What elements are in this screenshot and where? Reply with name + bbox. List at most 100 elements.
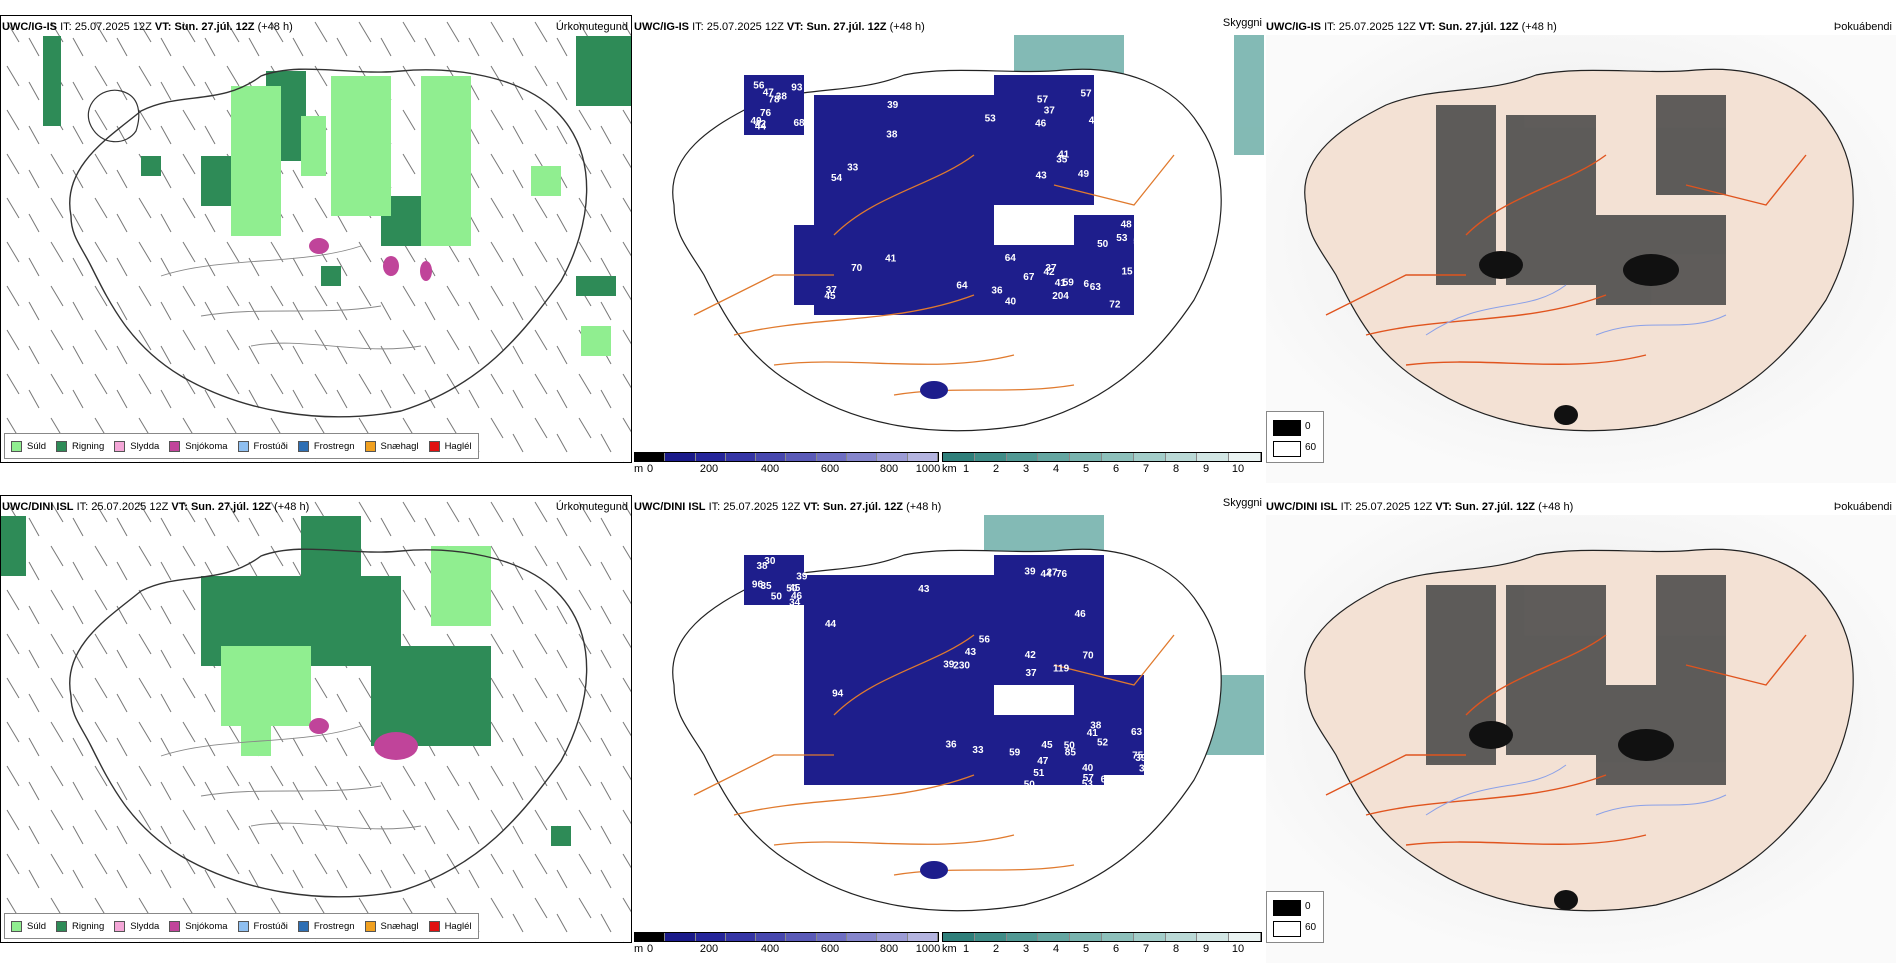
legend-item-rigning: Rigning (56, 920, 104, 932)
station-value-label: 46 (791, 591, 803, 602)
station-value-label: 67 (1023, 272, 1035, 283)
panel-title-fog: Þokuábendi (1833, 21, 1892, 33)
legend-label: Frostúði (253, 440, 288, 452)
tick-label: 4 (1052, 943, 1060, 955)
station-value-label: 64 (1005, 253, 1017, 264)
station-value-label: 57 (1037, 94, 1049, 105)
panel-header: UWC/IG-IS IT: 25.07.2025 12Z VT: Sun. 27… (2, 21, 293, 33)
station-value-label: 53 (1133, 237, 1145, 248)
it-label: IT: (76, 501, 89, 513)
colorbar-segment (1165, 933, 1198, 941)
colorbar-segment (1006, 453, 1039, 461)
precip-map-svg (1, 16, 631, 462)
station-value-label: 37 (1045, 263, 1057, 274)
init-time: 25.07.2025 12Z (74, 21, 152, 33)
legend-swatch (56, 440, 68, 452)
tick-label: 0 (646, 943, 654, 955)
station-value-label: 75 (1132, 751, 1144, 762)
legend-swatch (114, 920, 126, 932)
legend-label: Slydda (130, 440, 160, 452)
legend-swatch (428, 920, 440, 932)
colorbar-segment (877, 933, 908, 941)
station-value-label: 230 (953, 661, 970, 672)
station-value-label: 50 (786, 584, 798, 595)
station-value-label: 70 (851, 263, 863, 274)
colorbar-ceiling-ticks: m 0 200 400 600 800 1000 (634, 942, 941, 955)
colorbar-ceiling-ticks: m 0 200 400 600 800 1000 (634, 462, 940, 475)
fog-panel: UWC/DINI ISL IT: 25.07.2025 12Z VT: Sun.… (1264, 495, 1900, 965)
panel-header: UWC/IG-IS IT: 25.07.2025 12Z VT: Sun. 27… (634, 21, 925, 33)
legend-item-rigning: Rigning (56, 440, 104, 452)
fog-map (1266, 35, 1896, 483)
station-value-label: 56 (979, 635, 991, 646)
panel-header: UWC/IG-IS IT: 25.07.2025 12Z VT: Sun. 27… (1266, 21, 1557, 33)
vt-label: VT: (171, 501, 188, 513)
panel-header: UWC/DINI ISL IT: 25.07.2025 12Z VT: Sun.… (2, 501, 309, 513)
legend-label: Haglél (444, 440, 472, 452)
init-time: 25.07.2025 12Z (91, 501, 169, 513)
legend-swatch (11, 440, 22, 452)
tick-label: 2 (992, 943, 1000, 955)
legend-item-haglel: Haglél (428, 440, 472, 452)
tick-label: 7 (1142, 463, 1150, 475)
station-value-label: 62 (1101, 774, 1113, 785)
visibility-map: 68 54 57 67 53 42 38 37 36 50 40 70 57 37 15 56 39 43 41 53… (634, 35, 1264, 447)
station-value-label: 47 (1037, 756, 1049, 767)
station-value-label: 63 (1136, 240, 1148, 251)
it-label: IT: (60, 21, 72, 33)
precip-map-svg (1, 496, 631, 942)
legend-label: Súld (27, 920, 47, 932)
legend-item-snaehagl: Snæhagl (364, 440, 419, 452)
vt-label: VT: (154, 21, 172, 33)
colorbar-visibility-ticks: km 1 2 3 4 5 6 7 8 9 10 (942, 462, 1262, 475)
station-value-label: 78 (768, 94, 780, 105)
tick-label: 8 (1172, 463, 1180, 475)
station-value-label: 42 (1025, 650, 1037, 661)
legend-item-slydda: Slydda (114, 440, 160, 452)
legend-swatch (364, 440, 376, 452)
station-value-label: 50 (1097, 239, 1109, 250)
precip-legend: Súld Rigning Slydda Snjókoma Frostúði Fr… (4, 433, 479, 459)
precip-type-panel: UWC/DINI ISL IT: 25.07.2025 12Z VT: Sun.… (0, 495, 632, 965)
tick-label: 8 (1172, 943, 1180, 955)
station-value-label: 93 (791, 83, 803, 94)
legend-label: Snæhagl (380, 920, 419, 932)
tick-label: 800 (879, 943, 899, 955)
colorbar-segment (1133, 453, 1166, 461)
station-value-label: 33 (847, 162, 859, 173)
legend-item-frostregn: Frostregn (297, 920, 355, 932)
tick-label: 9 (1202, 463, 1210, 475)
colorbar-segment (1006, 933, 1039, 941)
legend-label: Frostregn (313, 440, 355, 452)
station-value-label: 37 (826, 285, 838, 296)
station-value-label: 70 (1083, 651, 1095, 662)
station-value-label: 64 (956, 280, 968, 291)
tick-label: 4 (1052, 463, 1060, 475)
colorbar-segment (847, 453, 878, 461)
colorbar-segment (695, 453, 726, 461)
precip-type-panel: UWC/IG-IS IT: 25.07.2025 12Z VT: Sun. 27… (0, 15, 632, 485)
legend-item-snjokoma: Snjókoma (169, 920, 228, 932)
station-value-label: 36 (991, 285, 1003, 296)
station-value-label: 94 (832, 689, 844, 700)
vt-label: VT: (1435, 501, 1452, 513)
colorbar-segment (974, 933, 1007, 941)
station-value-label: 53 (985, 113, 997, 124)
valid-time: Sun. 27.júl. 12Z (822, 501, 904, 513)
legend-swatch (297, 920, 309, 932)
station-value-label: 33 (972, 745, 984, 756)
tick-label: 0 (646, 463, 654, 475)
station-value-label: 44 (825, 619, 837, 630)
station-value-label: 85 (1065, 747, 1077, 758)
legend-item-sudd: Súld (11, 920, 47, 932)
tick-label: 1000 (915, 943, 941, 955)
panel-header: UWC/DINI ISL IT: 25.07.2025 12Z VT: Sun.… (634, 501, 941, 513)
station-value-label: 40 (751, 116, 763, 127)
station-value-label: 50 (1064, 741, 1076, 752)
panel-header: UWC/DINI ISL IT: 25.07.2025 12Z VT: Sun.… (1266, 501, 1573, 513)
colorbar-segment (907, 933, 938, 941)
station-value-label: 57 (1081, 89, 1093, 100)
legend-item-sudd: Súld (11, 440, 46, 452)
colorbar-segment (907, 453, 938, 461)
valid-time: Sun. 27.júl. 12Z (1438, 21, 1519, 33)
